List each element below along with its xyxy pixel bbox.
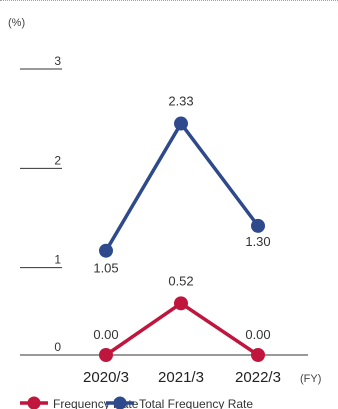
legend: Frequency Rate Total Frequency Rate [20,396,253,409]
data-point [251,218,265,233]
series-line [105,301,259,357]
series-frequency-rate: 0.00 0.52 0.00 [93,273,271,362]
y-tick-label: 1 [54,253,61,267]
y-tick-label: 2 [54,153,61,167]
y-tick-label: 3 [54,54,61,68]
legend-item: Total Frequency Rate [106,396,253,409]
y-unit-label: (%) [8,17,25,29]
x-tick-label: 2022/3 [235,369,281,386]
top-dotted-rule [0,0,338,1]
x-tick-label: 2021/3 [158,369,204,386]
y-axis: 0 1 2 3 [20,54,62,354]
data-label: 0.00 [245,327,270,342]
legend-label: Total Frequency Rate [139,397,253,409]
data-label: 0.52 [168,273,193,288]
series-layer: 0.00 0.52 0.00 1.05 2.33 1.30 [93,94,271,362]
data-point [174,296,188,311]
data-label: 1.05 [93,261,118,276]
data-point [99,348,113,362]
data-point [99,243,113,258]
x-axis: 2020/3 2021/3 2022/3 [83,369,281,386]
data-label: 2.33 [168,94,193,109]
x-unit-label: (FY) [300,373,321,385]
legend-swatch-marker [27,396,41,409]
y-tick-label: 0 [54,340,61,354]
series-line [104,121,260,252]
legend-swatch-marker [113,396,127,409]
data-label: 1.30 [245,234,270,249]
data-point [251,348,265,362]
data-label: 0.00 [93,327,118,342]
data-point [174,116,188,131]
series-total-frequency-rate: 1.05 2.33 1.30 [93,94,270,276]
x-tick-label: 2020/3 [83,369,129,386]
